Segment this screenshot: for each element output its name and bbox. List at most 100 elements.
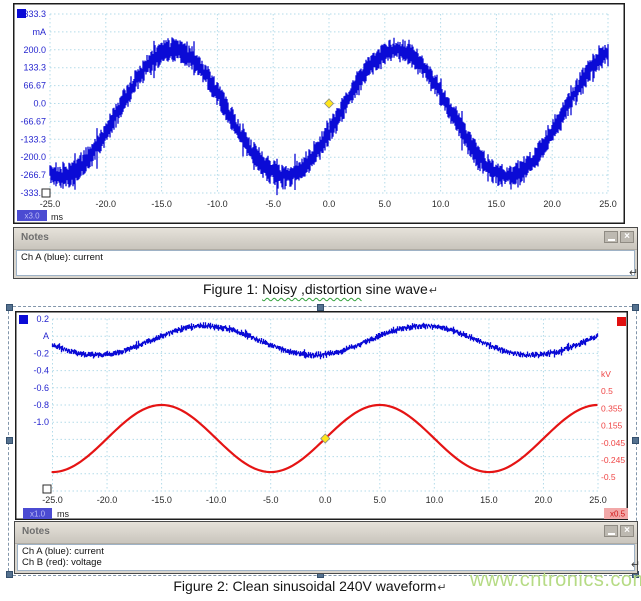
notes-panel-1: Notes × Ch A (blue): current [13, 227, 638, 279]
x-axis-tick: -25.0 [40, 199, 61, 209]
notes-panel-2: Notes × Ch A (blue): current Ch B (red):… [14, 521, 638, 574]
trigger-marker-icon[interactable] [320, 433, 331, 444]
y-axis-tick: -0.2 [33, 348, 49, 358]
paragraph-mark: ↵ [437, 582, 447, 594]
zoom-badge [604, 508, 631, 519]
x-axis-tick: 10.0 [432, 199, 450, 209]
x-axis-tick: -20.0 [96, 199, 117, 209]
trigger-marker-icon[interactable] [323, 98, 335, 109]
axis-labels: 333.3 mA 200.0 133.3 66.67 0.0 -66.67 -133.3 -20… [20, 9, 616, 222]
x-axis-tick: 10.0 [426, 495, 444, 505]
zoom-badge-label: x3.0 [24, 212, 40, 221]
y-axis-tick: -0.6 [33, 383, 49, 393]
x-axis-tick: 25.0 [599, 199, 617, 209]
close-button[interactable]: × [620, 525, 634, 537]
x-axis-tick: -10.0 [206, 495, 227, 505]
scope2-canvas: 0.2 A -0.2 -0.4 -0.6 -0.8 -1.0 kV 0.5 0.355 0.155 -… [15, 311, 631, 520]
x-axis-tick: -5.0 [265, 199, 281, 209]
notes-line: Ch A (blue): current [22, 546, 104, 557]
x-axis-unit: ms [57, 509, 69, 519]
zoom-badge-label: x0.5 [610, 510, 626, 519]
notes-text-area[interactable]: Ch A (blue): current [16, 250, 635, 276]
trace-ch-a-current [51, 322, 599, 360]
notes-text-area[interactable]: Ch A (blue): current Ch B (red): voltage [17, 544, 635, 571]
y-axis-tick: 66.67 [23, 81, 46, 91]
x-axis-tick: 5.0 [374, 495, 387, 505]
x-axis-unit: ms [51, 212, 63, 222]
selection-handle-n[interactable] [317, 304, 324, 311]
axis-labels: 0.2 A -0.2 -0.4 -0.6 -0.8 -1.0 kV 0.5 0.355 0.155 -… [33, 314, 625, 519]
caption-flagged-text: Noisy ,distortion [262, 281, 362, 297]
x-axis-tick: 5.0 [379, 199, 392, 209]
notes-line: Ch B (red): voltage [22, 557, 102, 568]
notes-title: Notes [22, 526, 50, 537]
paragraph-mark: ↵ [428, 285, 439, 297]
paragraph-mark: ↵ [629, 267, 639, 279]
figure1-caption: Figure 1: Noisy ,distortion sine wave↵ [0, 281, 641, 297]
x-axis-tick: -25.0 [42, 495, 63, 505]
x-axis-tick: -5.0 [263, 495, 279, 505]
caption-text: Figure 2: Clean sinusoidal 240V waveform [173, 578, 437, 594]
selection-handle-nw[interactable] [6, 304, 13, 311]
right-axis-tick: -0.5 [601, 472, 616, 482]
right-axis-tick: -0.045 [601, 438, 625, 448]
y-axis-tick: 200.0 [23, 45, 46, 55]
caption-prefix: Figure 1: [202, 281, 263, 297]
caption-suffix: sine wave [361, 281, 428, 297]
x-axis-tick: 25.0 [589, 495, 607, 505]
channel-a-marker-icon [19, 315, 28, 324]
y-axis-tick: -0.8 [33, 400, 49, 410]
paragraph-mark: ↵ [631, 559, 641, 571]
scope1-canvas: 333.3 mA 200.0 133.3 66.67 0.0 -66.67 -133.3 -20… [13, 3, 625, 224]
zoom-badge [17, 210, 47, 221]
minimize-icon [607, 532, 615, 535]
zoom-badges: x1.0 x0.5 [23, 508, 631, 519]
x-axis-tick: 0.0 [323, 199, 336, 209]
notes-title: Notes [21, 232, 49, 243]
notes-titlebar: Notes × [15, 522, 637, 544]
x-axis-tick: 15.0 [480, 495, 498, 505]
notes-titlebar: Notes × [14, 228, 637, 250]
selection-handle-w[interactable] [6, 437, 13, 444]
selection-handle-e[interactable] [632, 437, 639, 444]
zoom-badges: x3.0 [17, 210, 47, 221]
close-button[interactable]: × [620, 231, 634, 243]
figure2-caption: Figure 2: Clean sinusoidal 240V waveform… [0, 578, 620, 594]
zoom-badge [23, 508, 52, 519]
selection-handle-sw[interactable] [6, 571, 13, 578]
x-axis-tick: -15.0 [151, 495, 172, 505]
y-axis-tick: -0.4 [33, 366, 49, 376]
y-axis-tick: 133.3 [23, 63, 46, 73]
x-axis-tick: 0.0 [319, 495, 332, 505]
selected-image-frame[interactable]: 0.2 A -0.2 -0.4 -0.6 -0.8 -1.0 kV 0.5 0.355 0.155 -… [6, 304, 639, 578]
y-axis-tick: mA [33, 27, 47, 37]
minimize-button[interactable] [604, 231, 618, 243]
right-axis-tick: 0.155 [601, 421, 623, 431]
y-axis-tick: 333.3 [23, 9, 46, 19]
scope-screenshot-1: 333.3 mA 200.0 133.3 66.67 0.0 -66.67 -133.3 -20… [13, 3, 625, 224]
trigger-reference-icon[interactable] [42, 484, 52, 494]
notes-line: Ch A (blue): current [21, 252, 103, 263]
y-axis-tick: 0.0 [33, 99, 46, 109]
x-axis-tick: -10.0 [207, 199, 228, 209]
traces [49, 37, 609, 196]
trace-ch-a-current [49, 37, 609, 196]
y-axis-tick: 0.2 [36, 314, 49, 324]
watermark: www.cntronics.com [470, 569, 641, 591]
right-axis-tick: kV [601, 369, 611, 379]
trigger-reference-icon[interactable] [41, 188, 51, 198]
channel-b-marker-icon [617, 317, 626, 326]
minimize-button[interactable] [604, 525, 618, 537]
channel-a-marker-icon [17, 9, 26, 18]
y-axis-tick: -1.0 [33, 417, 49, 427]
selection-handle-ne[interactable] [632, 304, 639, 311]
right-axis-tick: 0.5 [601, 386, 613, 396]
y-axis-tick: -133.3 [20, 134, 46, 144]
x-axis-tick: -15.0 [151, 199, 172, 209]
x-axis-tick: 15.0 [488, 199, 506, 209]
zoom-badge-label: x1.0 [30, 510, 46, 519]
x-axis-tick: -20.0 [97, 495, 118, 505]
y-axis-tick: -266.7 [20, 170, 46, 180]
y-axis-tick: -333.3 [20, 188, 46, 198]
